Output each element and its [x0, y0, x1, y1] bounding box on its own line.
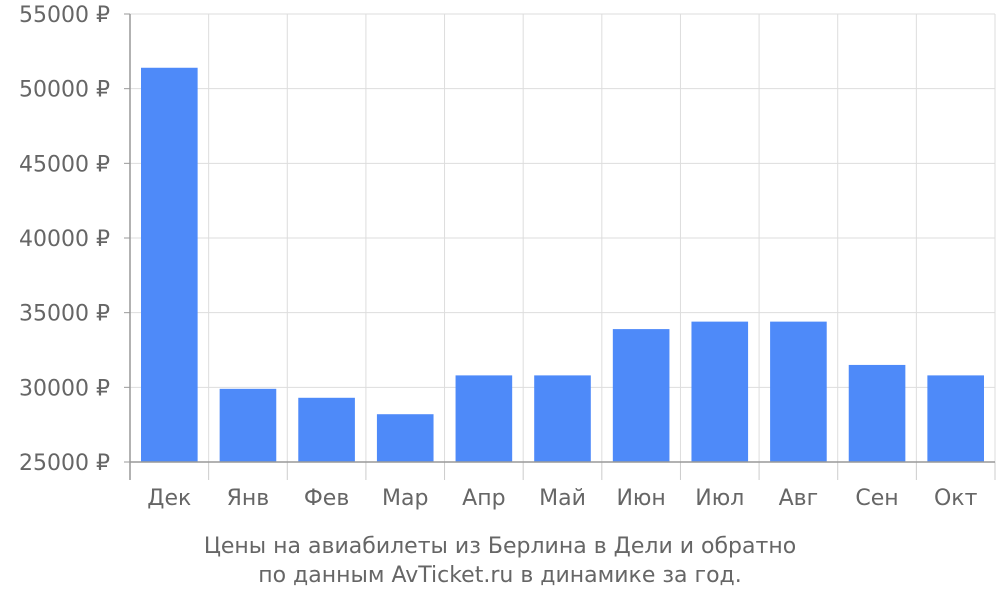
bar-chart: 25000 ₽ 30000 ₽ 35000 ₽ 40000 ₽ 45000 ₽ 50000…: [19, 3, 996, 511]
y-tick-label: 30000 ₽: [19, 376, 110, 401]
bar: [141, 67, 198, 462]
x-tick-label: Фев: [304, 486, 349, 511]
x-tick-label: Авг: [779, 486, 819, 511]
x-tick-label: Май: [539, 486, 586, 511]
x-tick-label: Июн: [616, 486, 665, 511]
y-axis-ticks: 25000 ₽ 30000 ₽ 35000 ₽ 40000 ₽ 45000 ₽ 50000…: [19, 3, 110, 476]
chart-caption: Цены на авиабилеты из Берлина в Дели и о…: [0, 532, 1000, 590]
axes: [124, 13, 996, 480]
caption-line-1: Цены на авиабилеты из Берлина в Дели и о…: [203, 534, 797, 559]
bar: [612, 329, 670, 462]
bar: [770, 321, 827, 462]
y-tick-label: 40000 ₽: [19, 227, 110, 252]
bar: [534, 375, 591, 462]
y-tick-label: 55000 ₽: [19, 3, 110, 28]
x-tick-label: Янв: [227, 486, 270, 511]
x-tick-label: Мар: [382, 486, 428, 511]
bar: [848, 364, 906, 462]
x-tick-label: Окт: [934, 486, 978, 511]
bar: [298, 397, 355, 462]
x-tick-label: Сен: [855, 486, 898, 511]
y-tick-label: 50000 ₽: [19, 78, 110, 103]
bar: [691, 321, 749, 462]
y-tick-label: 25000 ₽: [19, 451, 110, 476]
x-tick-label: Апр: [462, 486, 505, 511]
bar: [376, 414, 434, 462]
bar: [219, 388, 277, 462]
bar: [455, 375, 513, 462]
bar: [927, 375, 984, 462]
y-tick-label: 45000 ₽: [19, 152, 110, 177]
x-axis-ticks: Дек Янв Фев Мар Апр Май Июн Июл Авг Сен Окт: [147, 486, 977, 511]
grid-lines: [129, 13, 996, 463]
x-tick-label: Июл: [695, 486, 744, 511]
caption-line-2: по данным AvTicket.ru в динамике за год.: [258, 563, 742, 588]
y-tick-label: 35000 ₽: [19, 302, 110, 327]
bars: [141, 67, 984, 462]
x-tick-label: Дек: [147, 486, 191, 511]
